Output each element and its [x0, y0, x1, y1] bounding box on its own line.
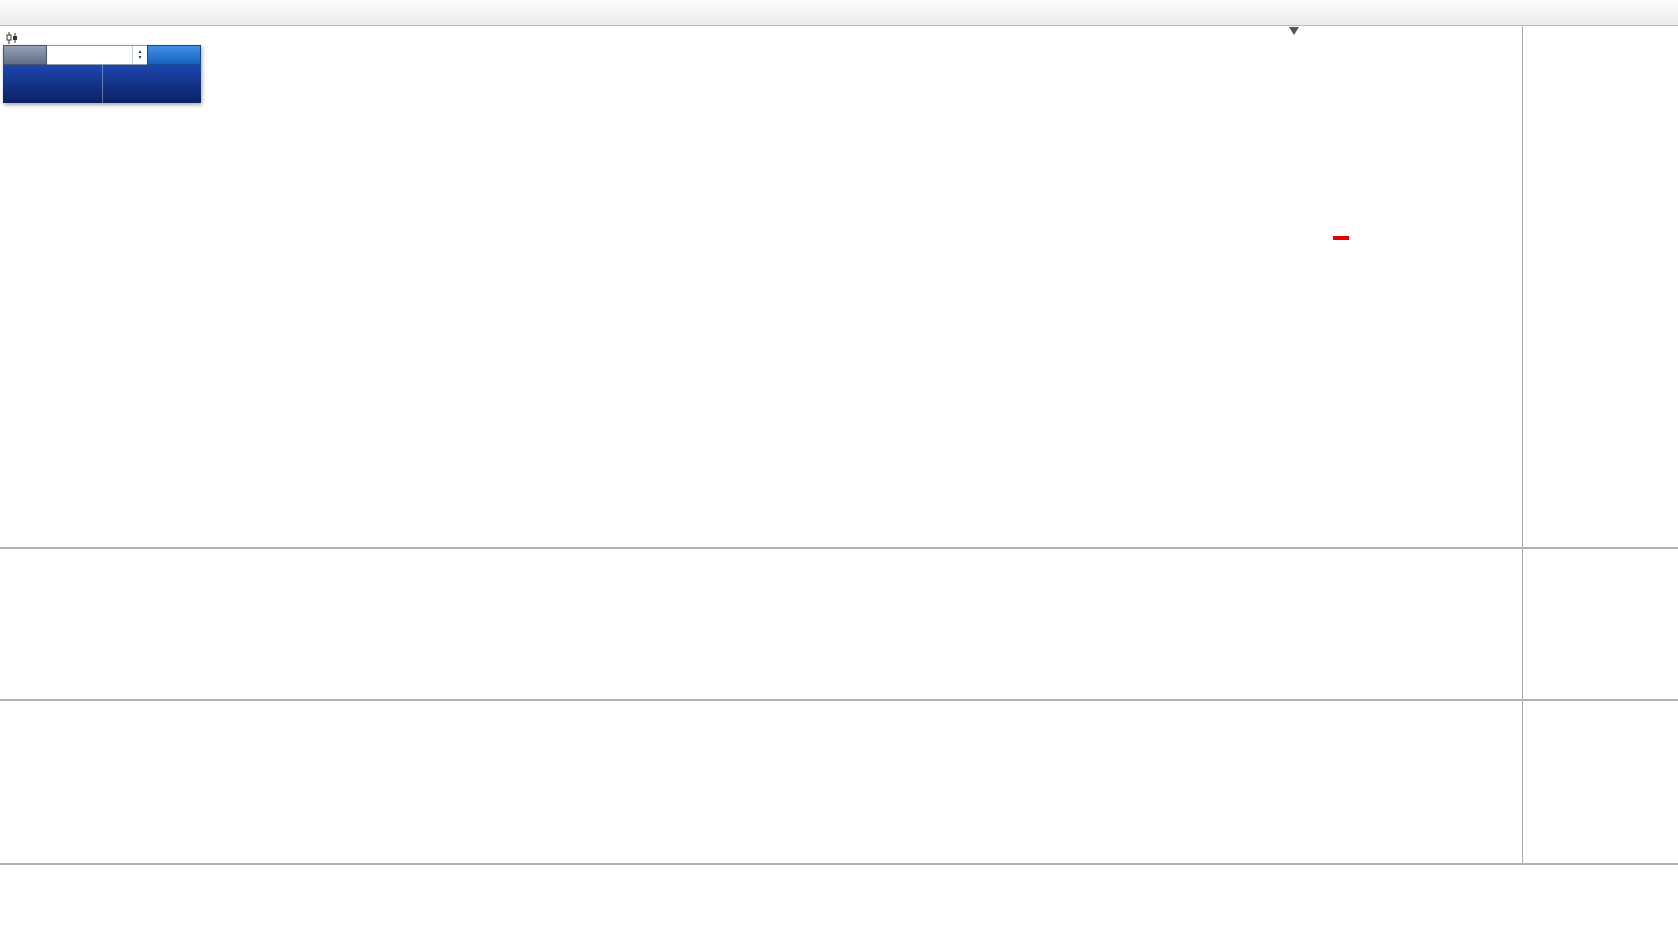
panel-separator[interactable] [0, 863, 1678, 865]
rsi-panel [0, 701, 1678, 863]
sell-button[interactable] [3, 45, 47, 65]
toolbar [0, 0, 1678, 26]
macd-axis-separator [1522, 549, 1523, 699]
rsi-axis-separator [1522, 701, 1523, 863]
rsi-label [5, 704, 17, 716]
macd-panel [0, 549, 1678, 699]
price-axis-separator [1522, 26, 1523, 547]
buy-price[interactable] [103, 65, 202, 103]
price-divider [101, 65, 103, 103]
one-click-trading-panel: ▴ ▾ [3, 45, 201, 103]
sell-price[interactable] [3, 65, 102, 103]
macd-canvas[interactable] [0, 549, 1678, 699]
volume-stepper[interactable]: ▴ ▾ [132, 46, 147, 64]
panel-separator[interactable] [0, 547, 1678, 549]
volume-input[interactable]: ▴ ▾ [47, 45, 147, 65]
price-level-label[interactable] [1333, 236, 1349, 240]
date-axis[interactable] [0, 865, 1678, 885]
candlestick-icon [6, 32, 17, 44]
macd-label [5, 552, 23, 564]
chart-shift-marker[interactable] [1289, 27, 1299, 35]
panel-separator[interactable] [0, 699, 1678, 701]
chart-window: ▴ ▾ [0, 26, 1678, 547]
chart-title [6, 32, 22, 44]
spin-up-icon[interactable]: ▴ [138, 49, 142, 55]
price-chart-canvas[interactable] [0, 26, 1678, 547]
buy-button[interactable] [147, 45, 201, 65]
bottom-margin [0, 885, 1678, 950]
rsi-canvas[interactable] [0, 701, 1678, 863]
spin-down-icon[interactable]: ▾ [138, 55, 142, 61]
